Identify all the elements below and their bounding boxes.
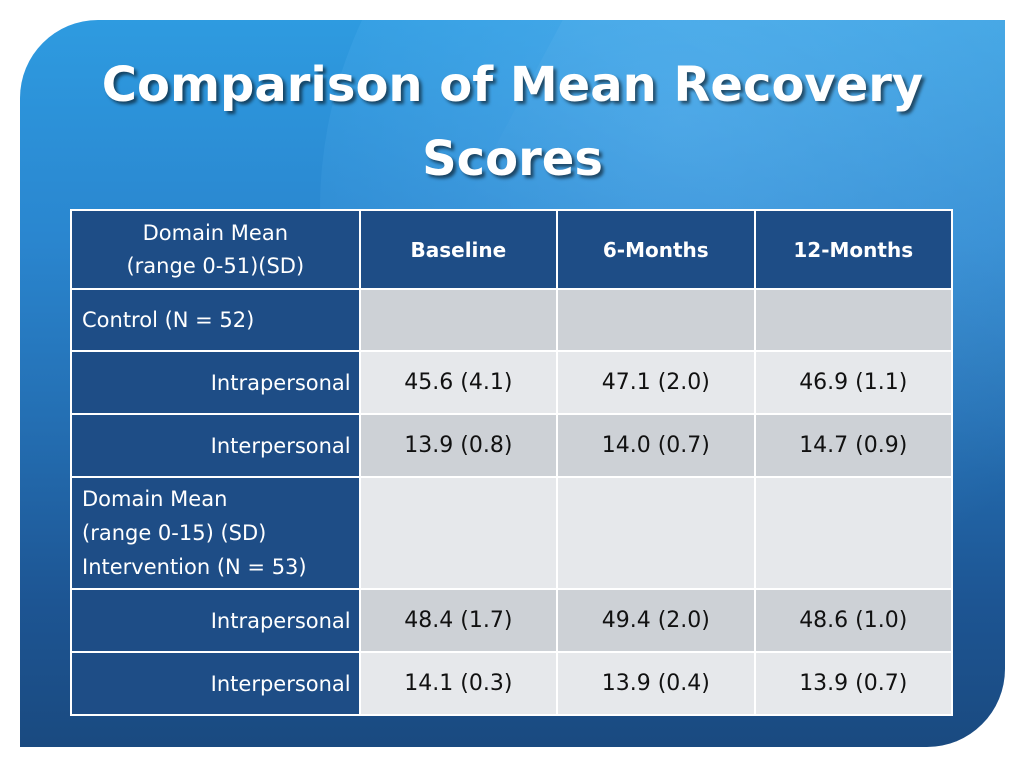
header-baseline: Baseline xyxy=(358,209,559,290)
table-cell: 48.6 (1.0) xyxy=(753,588,954,653)
header-domain-mean-line2: (range 0-51)(SD) xyxy=(126,253,305,278)
table-cell: 13.9 (0.7) xyxy=(753,651,954,716)
table-row-control-section: Control (N = 52) xyxy=(70,288,954,352)
intervention-label-line2: (range 0-15) (SD) xyxy=(82,521,267,545)
table-cell: 14.0 (0.7) xyxy=(556,413,756,478)
table-cell: 46.9 (1.1) xyxy=(753,350,954,415)
table-cell-empty xyxy=(753,476,954,590)
table-row-intervention-interpersonal: Interpersonal 14.1 (0.3) 13.9 (0.4) 13.9… xyxy=(70,651,954,716)
row-label: Interpersonal xyxy=(70,651,361,716)
table-cell: 45.6 (4.1) xyxy=(358,350,559,415)
table-cell-empty xyxy=(556,288,756,352)
row-label: Intrapersonal xyxy=(70,350,361,415)
header-domain-mean-line1: Domain Mean xyxy=(142,220,289,245)
intervention-label-line1: Domain Mean xyxy=(82,487,228,511)
table-cell: 13.9 (0.8) xyxy=(358,413,559,478)
table-row-control-intrapersonal: Intrapersonal 45.6 (4.1) 47.1 (2.0) 46.9… xyxy=(70,350,954,415)
header-domain-mean: Domain Mean (range 0-51)(SD) xyxy=(70,209,361,290)
intervention-label-line3: Intervention (N = 53) xyxy=(82,555,307,579)
header-12-months: 12-Months xyxy=(753,209,954,290)
control-group-label: Control (N = 52) xyxy=(70,288,361,352)
table-header-row: Domain Mean (range 0-51)(SD) Baseline 6-… xyxy=(70,209,954,290)
table-row-intervention-intrapersonal: Intrapersonal 48.4 (1.7) 49.4 (2.0) 48.6… xyxy=(70,588,954,653)
header-6-months: 6-Months xyxy=(556,209,756,290)
table-cell-empty xyxy=(358,288,559,352)
recovery-scores-table: Domain Mean (range 0-51)(SD) Baseline 6-… xyxy=(70,209,954,720)
table-cell: 13.9 (0.4) xyxy=(556,651,756,716)
table-cell: 49.4 (2.0) xyxy=(556,588,756,653)
table-cell: 47.1 (2.0) xyxy=(556,350,756,415)
row-label: Intrapersonal xyxy=(70,588,361,653)
table-cell-empty xyxy=(556,476,756,590)
data-table: Domain Mean (range 0-51)(SD) Baseline 6-… xyxy=(70,209,954,716)
table-cell: 14.7 (0.9) xyxy=(753,413,954,478)
row-label: Interpersonal xyxy=(70,413,361,478)
table-row-control-interpersonal: Interpersonal 13.9 (0.8) 14.0 (0.7) 14.7… xyxy=(70,413,954,478)
intervention-group-label: Domain Mean (range 0-15) (SD) Interventi… xyxy=(70,476,361,590)
table-cell: 14.1 (0.3) xyxy=(358,651,559,716)
table-cell-empty xyxy=(753,288,954,352)
table-cell-empty xyxy=(358,476,559,590)
table-row-intervention-section: Domain Mean (range 0-15) (SD) Interventi… xyxy=(70,476,954,590)
slide-title: Comparison of Mean Recovery Scores xyxy=(101,57,924,187)
table-cell: 48.4 (1.7) xyxy=(358,588,559,653)
